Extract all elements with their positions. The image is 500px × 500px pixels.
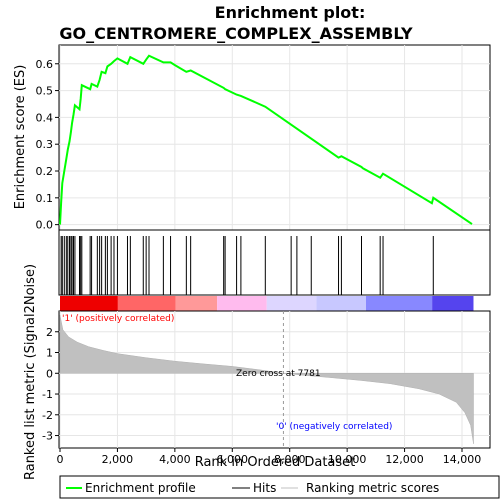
x-tick-label: 0 xyxy=(57,453,64,466)
es-panel: 0.0 0.1 0.2 0.3 0.4 0.5 0.6 Enrichment score (… xyxy=(13,44,491,232)
metric-y-tick-label: -3 xyxy=(42,430,53,443)
metric-y-axis-label: Ranked list metric (Signal2Noise) xyxy=(23,264,38,480)
rank-band-segment xyxy=(365,296,433,311)
enrichment-profile-line xyxy=(59,54,473,225)
legend-label-metric: Ranking metric scores xyxy=(306,481,439,495)
es-y-tick-label: 0.3 xyxy=(36,138,54,151)
es-y-axis-label: Enrichment score (ES) xyxy=(13,65,28,210)
x-axis-label: Rank in Ordered Dataset xyxy=(195,455,356,470)
metric-panel: 2 1 0 -1 -2 -3 '1' (positively correlated) Ze… xyxy=(23,264,491,480)
rank-band-segment xyxy=(316,296,366,311)
rank-band-segment xyxy=(60,296,118,311)
rank-band-segment xyxy=(175,296,218,311)
es-grid xyxy=(59,45,490,230)
x-tick-label: 14,000 xyxy=(443,453,482,466)
hits-panel xyxy=(58,229,491,296)
rank-band-segment xyxy=(117,296,176,311)
es-y-tick-label: 0.1 xyxy=(36,192,54,205)
rank-band-segment xyxy=(266,296,317,311)
rank-band-segment xyxy=(217,296,267,311)
es-y-tick-label: 0.2 xyxy=(36,165,54,178)
rank-band-segment xyxy=(432,296,474,311)
metric-y-tick-label: 1 xyxy=(46,347,53,360)
es-y-ticks: 0.0 0.1 0.2 0.3 0.4 0.5 0.6 xyxy=(36,58,59,232)
x-tick-label: 10,000 xyxy=(328,453,367,466)
x-tick-label: 12,000 xyxy=(385,453,424,466)
es-y-tick-label: 0.5 xyxy=(36,85,54,98)
metric-y-tick-label: 0 xyxy=(46,367,53,380)
zero-cross-label: Zero cross at 7781 xyxy=(236,369,321,379)
legend-label-profile: Enrichment profile xyxy=(85,481,196,495)
es-panel-frame xyxy=(58,44,491,231)
rank-color-band xyxy=(60,296,474,311)
x-tick-label: 2,000 xyxy=(102,453,134,466)
legend-label-hits: Hits xyxy=(253,481,276,495)
metric-y-tick-label: -1 xyxy=(42,388,53,401)
legend: Enrichment profile Hits Ranking metric s… xyxy=(59,475,500,499)
x-ticks: 0 2,000 4,000 6,000 8,000 10,000 12,000 14,000 xyxy=(57,448,482,466)
metric-y-tick-label: -2 xyxy=(42,409,53,422)
x-tick-label: 8,000 xyxy=(274,453,306,466)
ranking-metric-area xyxy=(59,315,474,444)
chart-title-line1: Enrichment plot: xyxy=(215,3,366,22)
metric-y-tick-label: 2 xyxy=(46,326,53,339)
es-y-tick-label: 0.4 xyxy=(36,111,54,124)
x-tick-label: 4,000 xyxy=(159,453,191,466)
legend-frame xyxy=(59,475,500,499)
es-y-tick-label: 0.0 xyxy=(36,219,54,232)
hits-panel-frame xyxy=(58,229,491,296)
hit-marks xyxy=(60,236,434,295)
x-tick-label: 6,000 xyxy=(217,453,249,466)
chart-title-line2: GO_CENTROMERE_COMPLEX_ASSEMBLY xyxy=(59,24,413,43)
metric-y-ticks: 2 1 0 -1 -2 -3 xyxy=(42,326,59,443)
es-y-tick-label: 0.6 xyxy=(36,58,54,71)
negative-correlation-label: '0' (negatively correlated) xyxy=(276,422,392,432)
positive-correlation-label: '1' (positively correlated) xyxy=(62,314,174,324)
metric-grid xyxy=(59,311,490,448)
